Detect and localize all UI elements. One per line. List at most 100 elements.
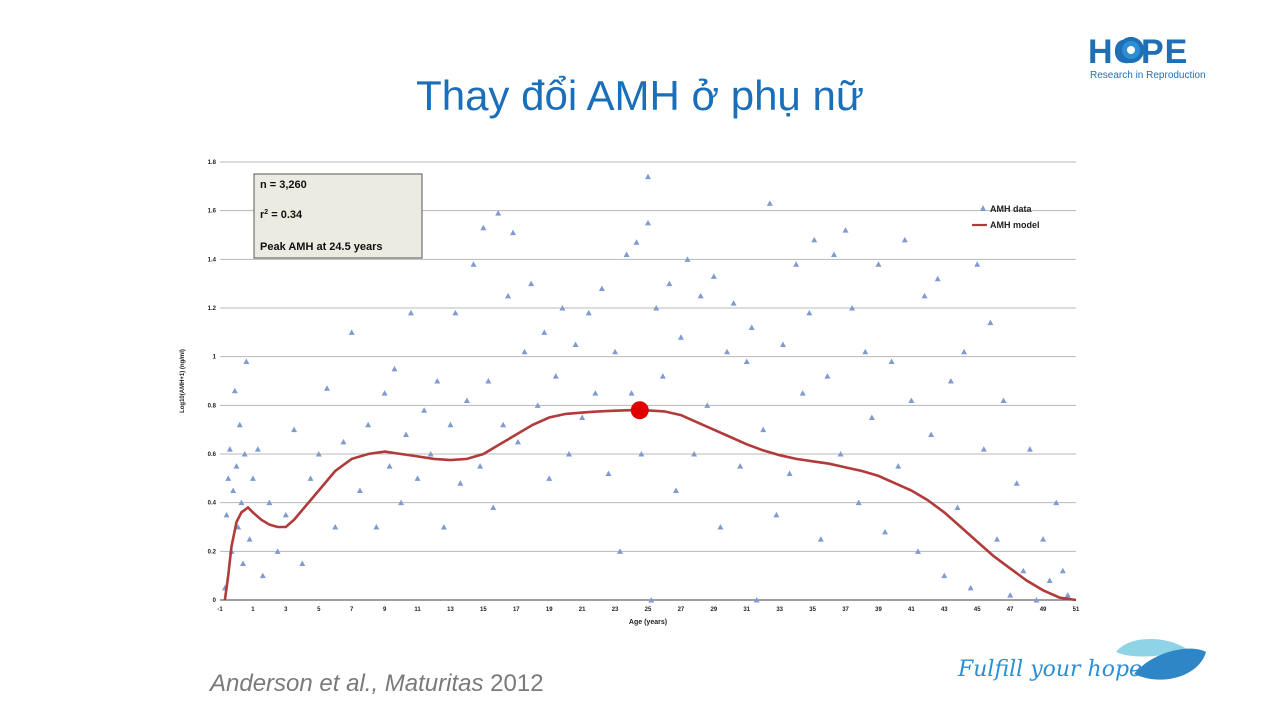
data-point: [332, 524, 339, 530]
data-point: [868, 414, 875, 420]
model-curve: [223, 408, 1077, 602]
y-tick-label: 1.4: [208, 257, 217, 263]
x-tick-label: 3: [284, 607, 288, 613]
data-point: [612, 348, 619, 355]
data-point: [617, 548, 624, 554]
data-point: [888, 358, 895, 365]
data-point: [666, 280, 673, 287]
data-point: [223, 511, 230, 518]
data-point: [1020, 567, 1027, 574]
data-point: [421, 407, 428, 413]
data-point: [230, 487, 237, 493]
y-tick-label: 1: [213, 355, 217, 361]
x-tick-label: 33: [776, 607, 783, 613]
data-point: [908, 397, 915, 403]
data-point: [779, 341, 786, 347]
data-point: [1053, 499, 1060, 506]
data-point: [407, 309, 414, 316]
data-point: [793, 261, 800, 267]
data-point: [901, 236, 908, 243]
x-tick-label: 29: [711, 607, 718, 613]
data-point: [398, 499, 405, 506]
data-point: [684, 256, 691, 262]
data-point: [928, 431, 935, 438]
x-tick-label: 43: [941, 607, 948, 613]
x-tick-label: 25: [645, 607, 652, 613]
x-tick-label: 37: [842, 607, 849, 613]
data-point: [645, 219, 651, 226]
x-tick-label: 13: [447, 607, 454, 613]
data-point: [875, 261, 882, 267]
data-point: [452, 309, 459, 316]
data-point: [947, 378, 954, 384]
x-tick-labels: -1 1 3 5 7 9 11 13 15 17 19 21 23 25 27 29 31 33 35 37 39 41 4…: [217, 607, 1080, 613]
data-point: [831, 251, 838, 257]
x-tick-label: 51: [1073, 607, 1080, 613]
data-point: [243, 358, 250, 365]
x-tick-label: 27: [678, 607, 685, 613]
x-tick-label: -1: [217, 607, 223, 613]
y-tick-label: 0.8: [208, 403, 217, 409]
data-point: [730, 300, 737, 306]
data-point: [855, 499, 862, 506]
data-point: [633, 239, 640, 245]
data-point: [934, 275, 941, 282]
data-point: [447, 421, 454, 428]
data-point: [559, 305, 566, 311]
citation-year: 2012: [483, 670, 544, 697]
slide-title: Thay đổi AMH ở phụ nữ: [416, 72, 864, 119]
data-point: [1026, 446, 1033, 452]
data-point: [225, 475, 232, 481]
data-point: [638, 451, 645, 457]
data-point: [236, 421, 243, 428]
data-point: [266, 499, 273, 506]
data-point: [941, 572, 948, 579]
data-point: [993, 536, 1000, 542]
stats-peak: Peak AMH at 24.5 years: [260, 241, 383, 253]
data-point: [528, 280, 535, 287]
data-point: [862, 348, 869, 355]
data-point: [299, 560, 306, 566]
data-point: [921, 292, 928, 299]
data-point: [246, 536, 253, 542]
x-tick-label: 41: [908, 607, 915, 613]
data-point: [1046, 577, 1053, 584]
data-point: [391, 365, 398, 372]
x-tick-label: 1: [251, 607, 255, 613]
data-point: [837, 451, 844, 457]
x-tick-label: 9: [383, 607, 387, 613]
x-tick-label: 31: [743, 607, 750, 613]
data-point: [307, 475, 314, 481]
data-points: [221, 173, 1071, 603]
stats-n: n = 3,260: [260, 179, 307, 191]
y-tick-label: 0.2: [208, 549, 217, 555]
legend-item-model: AMH model: [990, 220, 1040, 230]
y-tick-label: 1.2: [208, 306, 217, 312]
data-point: [282, 511, 289, 518]
x-tick-label: 47: [1007, 607, 1014, 613]
x-tick-label: 45: [974, 607, 981, 613]
legend-triangle-marker: [980, 205, 986, 211]
data-point: [1033, 597, 1040, 603]
legend-item-data: AMH data: [990, 204, 1032, 214]
data-point: [659, 373, 666, 379]
data-point: [414, 475, 421, 481]
data-point: [1064, 592, 1071, 598]
hope-logo: HOPE Research in Reproduction: [1088, 34, 1208, 84]
data-point: [842, 227, 849, 233]
citation-journal: Maturitas: [384, 670, 484, 697]
data-point: [254, 446, 261, 452]
x-tick-label: 5: [317, 607, 321, 613]
data-point: [572, 341, 579, 347]
x-tick-label: 23: [612, 607, 619, 613]
data-point: [565, 451, 572, 457]
data-point: [585, 309, 592, 316]
data-point: [967, 584, 974, 591]
data-point: [980, 446, 987, 452]
y-tick-label: 0: [213, 598, 217, 604]
data-point: [849, 305, 856, 311]
data-point: [914, 548, 921, 554]
x-tick-label: 11: [414, 607, 421, 613]
data-point: [710, 273, 717, 279]
data-point: [403, 431, 410, 438]
